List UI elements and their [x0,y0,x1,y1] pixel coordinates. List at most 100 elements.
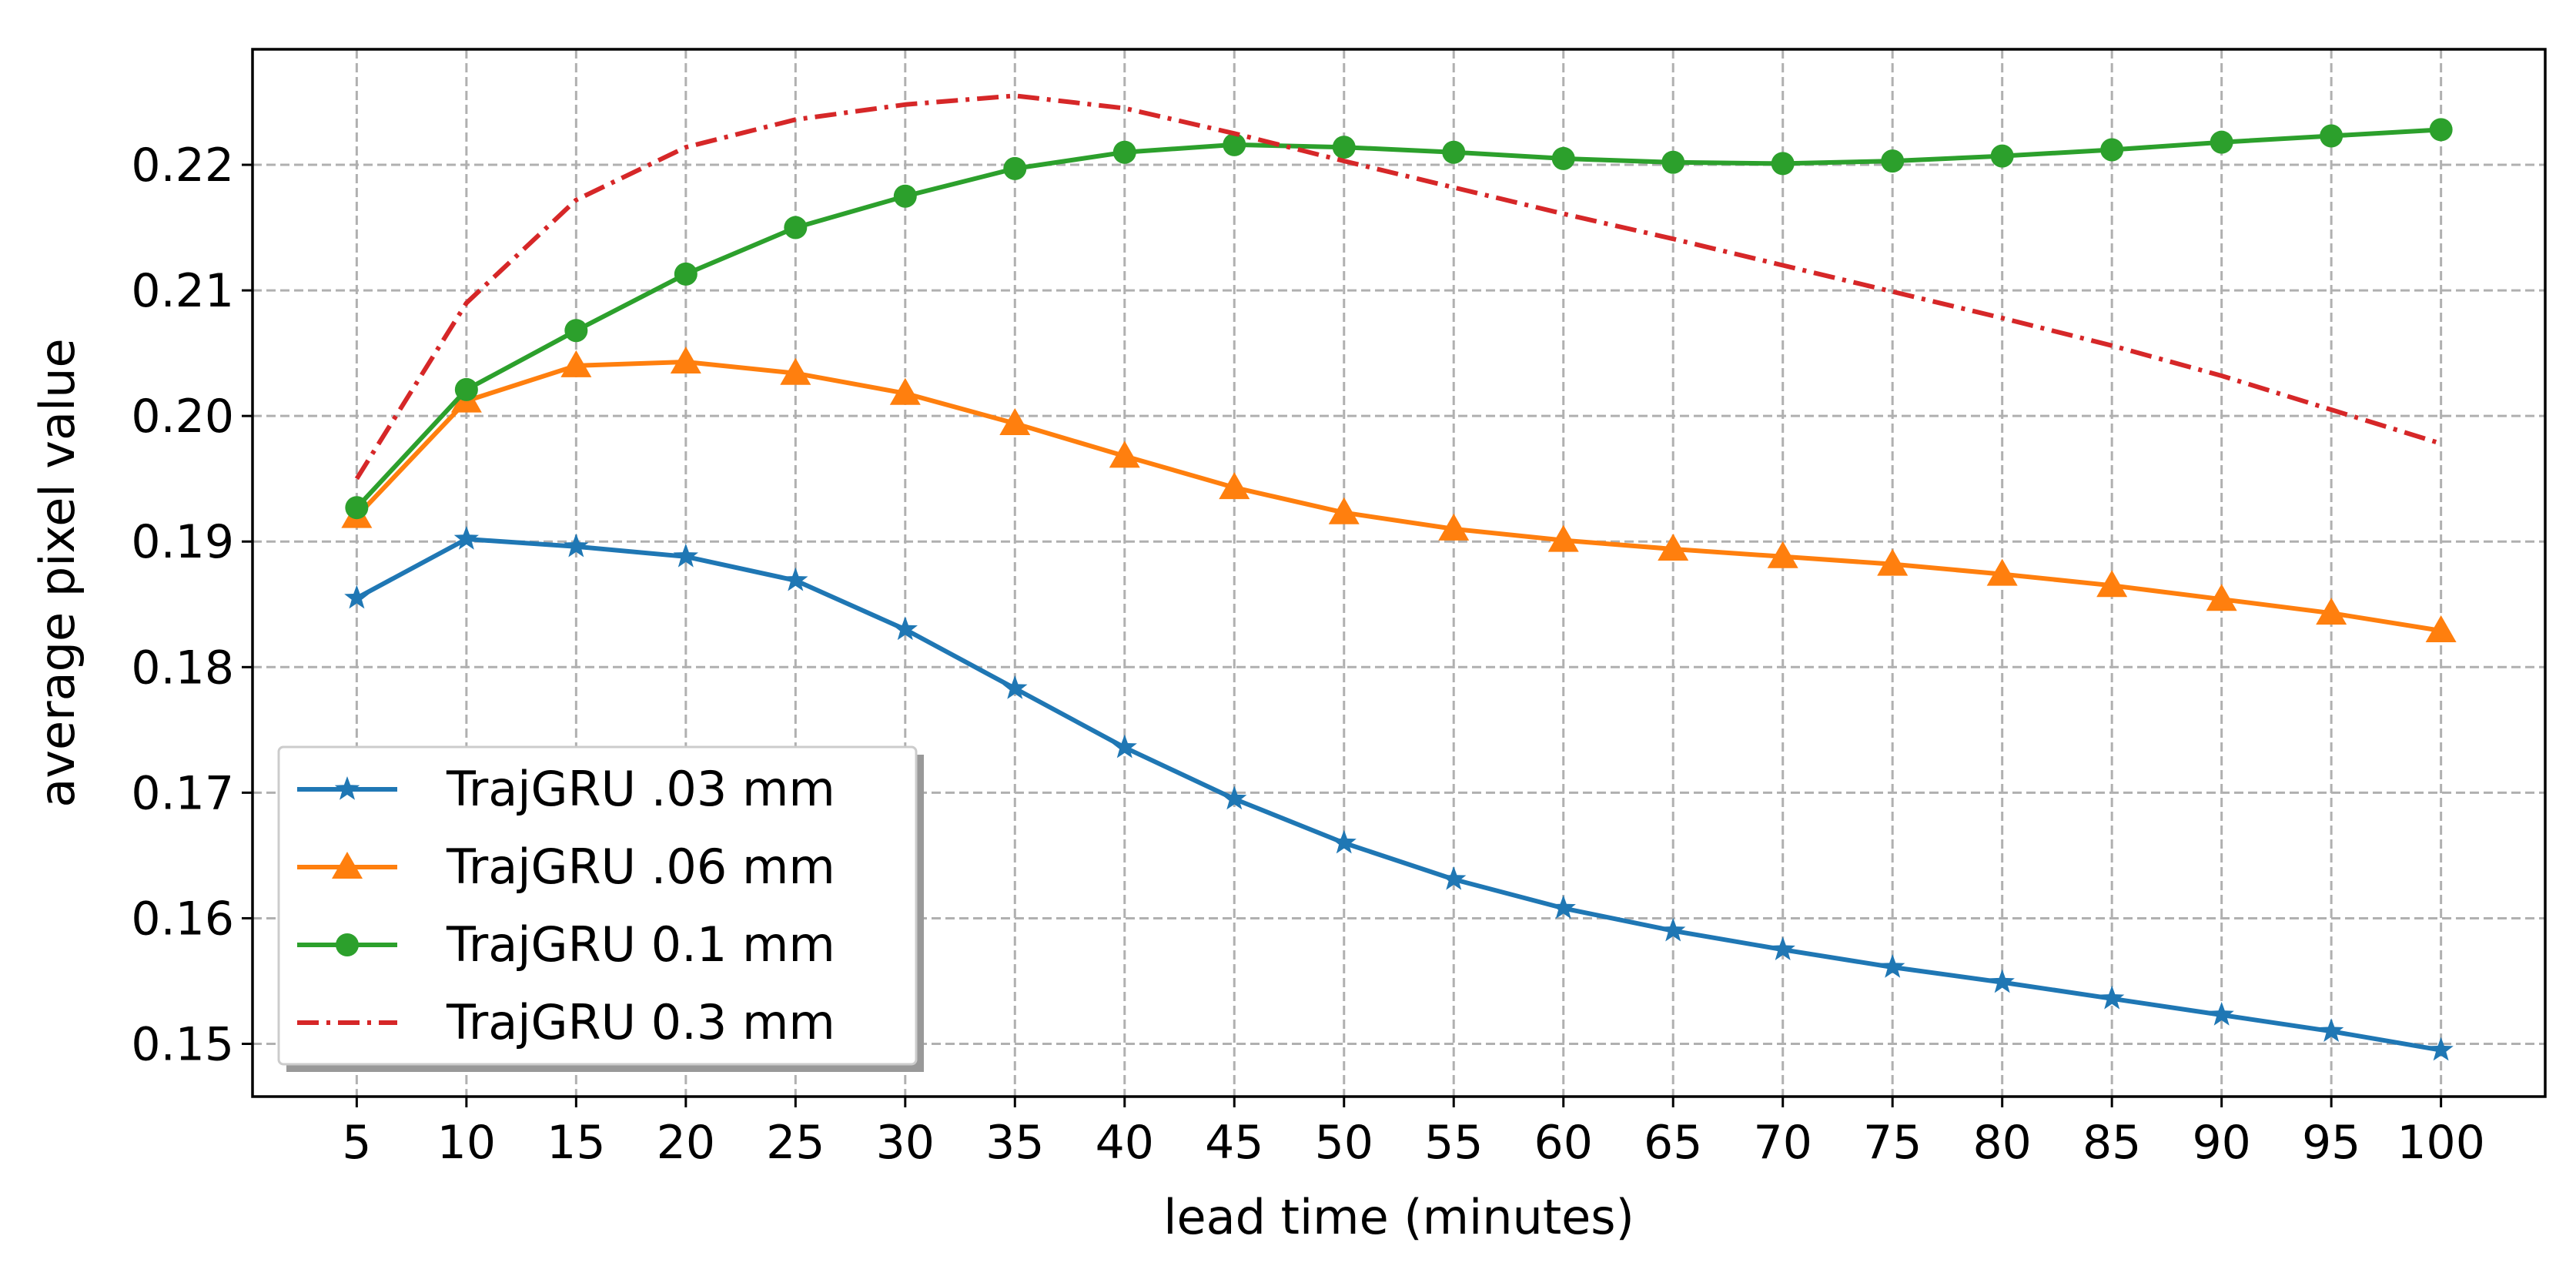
series-line [355,127,2441,510]
data-point [1880,954,1905,978]
data-point [2429,118,2453,142]
data-point [2425,615,2457,643]
data-point [1771,152,1795,176]
data-point [1328,497,1360,524]
data-point [2320,124,2343,148]
data-point [670,347,701,374]
x-tick-label: 30 [876,1116,935,1170]
series-2 [341,347,2457,643]
legend-box [277,745,918,1066]
data-point [2100,138,2124,162]
legend-item: TrajGRU 0.1 mm [297,916,835,973]
x-tick-label: 75 [1863,1116,1922,1170]
series-line [355,537,2442,1053]
data-point [1658,534,1689,561]
y-tick-label: 0.21 [131,264,234,318]
series-4 [354,93,2442,481]
x-tick-label: 80 [1973,1116,2032,1170]
series-layer [341,93,2457,1061]
legend-label: TrajGRU .06 mm [446,839,835,895]
data-point [2096,570,2128,598]
data-point [1877,548,1909,576]
data-point [1881,149,1905,173]
legend-label: TrajGRU 0.1 mm [446,916,835,973]
x-tick-label: 20 [657,1116,715,1170]
data-point [1003,156,1027,180]
x-tick-label: 70 [1754,1116,1812,1170]
data-point [1661,917,1686,942]
data-point [2099,985,2125,1010]
x-tick-label: 65 [1644,1116,1702,1170]
axis-ticks: 5 10 15 20 25 30 35 40 45 50 55 60 65 70 75 80 85 90 95 100… [131,139,2484,1170]
data-point [564,533,589,558]
data-point [564,319,588,343]
y-tick-label: 0.20 [131,390,234,444]
data-point [1438,513,1470,541]
data-point [454,377,478,401]
legend-marker [336,933,359,956]
x-tick-label: 15 [547,1116,605,1170]
series-1 [344,526,2454,1061]
x-tick-label: 90 [2192,1116,2250,1170]
data-point [2316,598,2347,625]
series-line [355,360,2442,633]
x-tick-label: 45 [1205,1116,1263,1170]
legend-entries: TrajGRU .03 mm TrajGRU .06 mm TrajGRU 0.1 … [297,761,835,1050]
legend-item: TrajGRU .03 mm [297,761,835,817]
data-point [2319,1018,2344,1042]
data-point [674,262,698,286]
data-point [1442,140,1466,164]
data-point [673,543,698,568]
series-line [354,93,2442,481]
x-tick-label: 10 [437,1116,496,1170]
data-point [2428,1037,2454,1061]
legend-item: TrajGRU .06 mm [297,839,835,895]
x-tick-label: 35 [985,1116,1044,1170]
data-point [1551,146,1575,170]
data-point [1986,558,2018,586]
data-point [1112,140,1136,164]
data-point [780,357,811,385]
data-point [1112,734,1137,759]
x-tick-label: 5 [342,1116,371,1170]
data-point [784,216,808,239]
data-point [1222,785,1247,810]
plot-frame [251,48,2547,1098]
legend-marker [334,776,360,800]
y-tick-label: 0.22 [131,139,234,193]
data-point [2206,584,2237,611]
data-point [1547,524,1579,552]
data-point [1223,132,1246,156]
x-tick-label: 60 [1534,1116,1593,1170]
data-point [1989,969,2015,993]
x-tick-label: 50 [1315,1116,1373,1170]
data-point [1661,150,1685,174]
data-point [1551,895,1576,919]
legend-item: TrajGRU 0.3 mm [297,994,835,1050]
x-tick-label: 95 [2302,1116,2360,1170]
legend: TrajGRU .03 mm TrajGRU .06 mm TrajGRU 0.1 … [277,745,924,1072]
data-point [2210,130,2233,154]
x-tick-label: 25 [766,1116,825,1170]
y-tick-label: 0.19 [131,515,234,569]
x-tick-label: 85 [2083,1116,2141,1170]
grid-lines [253,49,2545,1097]
data-point [453,526,479,550]
x-tick-label: 55 [1424,1116,1483,1170]
data-point [1770,936,1795,960]
data-point [1990,144,2014,168]
data-point [783,567,808,591]
data-point [1219,472,1250,500]
y-tick-label: 0.15 [131,1018,234,1072]
legend-marker [332,852,363,879]
data-point [1767,541,1798,568]
data-point [893,184,917,208]
x-axis-label: lead time (minutes) [1163,1189,1634,1245]
legend-label: TrajGRU 0.3 mm [446,994,835,1050]
data-point [999,407,1031,435]
data-point [344,584,370,609]
x-tick-label: 100 [2397,1116,2485,1170]
data-point [1109,440,1140,468]
